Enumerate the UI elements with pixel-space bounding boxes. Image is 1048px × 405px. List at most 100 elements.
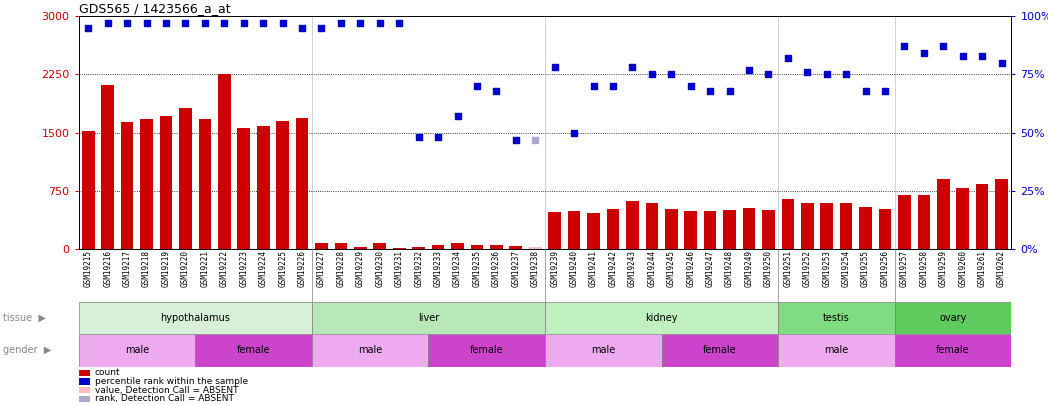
Point — [100, 20, 116, 26]
Point — [371, 20, 388, 26]
Text: GSM19226: GSM19226 — [298, 250, 307, 287]
Point — [391, 20, 408, 26]
Point — [994, 60, 1010, 66]
Bar — [373, 243, 386, 249]
Point — [682, 83, 699, 90]
Text: GSM19240: GSM19240 — [570, 250, 578, 287]
Text: GSM19261: GSM19261 — [978, 250, 986, 287]
Bar — [334, 243, 347, 249]
Bar — [198, 119, 212, 249]
Text: GSM19227: GSM19227 — [316, 250, 326, 287]
Bar — [79, 302, 312, 334]
Text: GSM19235: GSM19235 — [473, 250, 481, 287]
Bar — [218, 75, 231, 249]
Point — [876, 87, 893, 94]
Bar — [545, 302, 778, 334]
Point — [157, 20, 174, 26]
Text: GSM19248: GSM19248 — [725, 250, 734, 287]
Point — [624, 64, 640, 70]
Bar — [79, 378, 90, 385]
Bar — [895, 334, 1011, 367]
Point — [275, 20, 291, 26]
Text: GSM19260: GSM19260 — [958, 250, 967, 287]
Bar — [452, 243, 464, 249]
Bar — [79, 387, 90, 393]
Point — [896, 43, 913, 50]
Text: GSM19243: GSM19243 — [628, 250, 637, 287]
Point — [605, 83, 621, 90]
Text: GSM19224: GSM19224 — [259, 250, 267, 287]
Text: GSM19229: GSM19229 — [356, 250, 365, 287]
Text: female: female — [703, 345, 737, 355]
Text: testis: testis — [823, 313, 850, 323]
Bar — [895, 302, 1011, 334]
Text: GSM19232: GSM19232 — [414, 250, 423, 287]
Bar — [898, 195, 911, 249]
Bar — [102, 85, 114, 249]
Bar — [412, 247, 425, 249]
Text: GSM19218: GSM19218 — [143, 250, 151, 287]
Text: GSM19255: GSM19255 — [861, 250, 870, 287]
Text: GSM19231: GSM19231 — [395, 250, 403, 287]
Point — [663, 71, 680, 78]
Text: kidney: kidney — [646, 313, 678, 323]
Bar — [79, 334, 195, 367]
Text: GSM19223: GSM19223 — [239, 250, 248, 287]
Text: GSM19251: GSM19251 — [783, 250, 792, 287]
Bar — [277, 121, 289, 249]
Text: GSM19225: GSM19225 — [278, 250, 287, 287]
Bar — [471, 245, 483, 249]
Point — [566, 130, 583, 136]
Point — [255, 20, 271, 26]
Bar — [839, 203, 852, 249]
Bar — [664, 209, 678, 249]
Point — [702, 87, 719, 94]
Text: GSM19215: GSM19215 — [84, 250, 93, 287]
Text: GSM19244: GSM19244 — [648, 250, 656, 287]
Point — [527, 136, 544, 143]
Bar — [545, 334, 661, 367]
Text: GSM19256: GSM19256 — [880, 250, 890, 287]
Text: female: female — [237, 345, 270, 355]
Point — [138, 20, 155, 26]
Bar — [704, 211, 717, 249]
Bar — [82, 131, 94, 249]
Text: male: male — [358, 345, 383, 355]
Bar — [296, 118, 308, 249]
Point — [118, 20, 135, 26]
Point — [974, 53, 990, 59]
Point — [352, 20, 369, 26]
Text: GSM19250: GSM19250 — [764, 250, 773, 287]
Text: GSM19233: GSM19233 — [434, 250, 442, 287]
Text: GSM19220: GSM19220 — [181, 250, 190, 287]
Text: ovary: ovary — [939, 313, 966, 323]
Point — [780, 55, 796, 62]
Bar — [354, 247, 367, 249]
Text: GSM19257: GSM19257 — [900, 250, 909, 287]
Bar — [743, 208, 756, 249]
Bar — [782, 198, 794, 249]
Point — [837, 71, 854, 78]
Bar — [778, 334, 895, 367]
Point — [216, 20, 233, 26]
Bar — [159, 115, 172, 249]
Text: count: count — [95, 369, 121, 377]
Point — [721, 87, 738, 94]
Bar — [509, 246, 522, 249]
Bar — [626, 201, 638, 249]
Point — [332, 20, 349, 26]
Point — [410, 134, 427, 141]
Text: hypothalamus: hypothalamus — [160, 313, 231, 323]
Bar — [195, 334, 312, 367]
Text: value, Detection Call = ABSENT: value, Detection Call = ABSENT — [95, 386, 239, 394]
Text: male: male — [125, 345, 149, 355]
Text: male: male — [825, 345, 849, 355]
Point — [293, 25, 310, 31]
Bar — [996, 179, 1008, 249]
Bar — [801, 203, 813, 249]
Bar — [548, 212, 561, 249]
Bar — [878, 209, 892, 249]
Point — [818, 71, 835, 78]
Point — [955, 53, 971, 59]
Text: GSM19246: GSM19246 — [686, 250, 695, 287]
